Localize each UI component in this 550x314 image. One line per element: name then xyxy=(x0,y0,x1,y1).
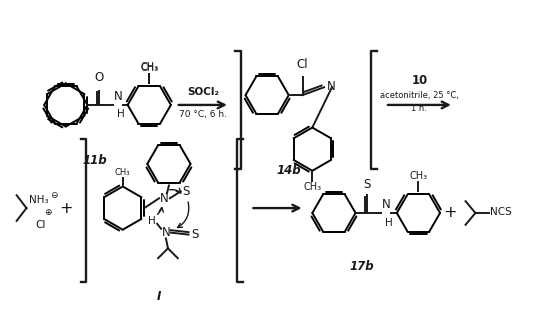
Text: ⊕: ⊕ xyxy=(45,208,52,217)
Text: 70 °C, 6 h.: 70 °C, 6 h. xyxy=(179,110,227,119)
Text: ⊖: ⊖ xyxy=(50,191,58,200)
Text: Cl: Cl xyxy=(35,220,46,230)
Text: N: N xyxy=(382,198,391,211)
Text: 14b: 14b xyxy=(277,164,301,177)
Text: N: N xyxy=(114,90,123,103)
Text: N: N xyxy=(162,226,170,239)
Text: I: I xyxy=(157,290,161,303)
Text: SOCl₂: SOCl₂ xyxy=(187,87,219,97)
Text: CH₃: CH₃ xyxy=(140,62,158,73)
Text: 10: 10 xyxy=(411,74,427,87)
Text: S: S xyxy=(182,185,189,198)
Text: Cl: Cl xyxy=(296,57,309,71)
Text: CH₃: CH₃ xyxy=(303,181,321,192)
Text: CH₃: CH₃ xyxy=(409,171,427,181)
Text: H: H xyxy=(117,109,125,119)
Text: S: S xyxy=(364,178,371,191)
Text: H: H xyxy=(148,216,156,226)
Text: 1 h.: 1 h. xyxy=(411,104,427,113)
Text: N: N xyxy=(160,192,168,205)
Text: +: + xyxy=(59,201,73,216)
Text: N: N xyxy=(327,80,336,93)
Text: H: H xyxy=(385,218,393,228)
Text: +: + xyxy=(443,205,456,220)
Text: 11b: 11b xyxy=(83,154,108,167)
Text: O: O xyxy=(95,71,104,84)
Text: NCS: NCS xyxy=(490,207,512,217)
Text: acetonitrile, 25 °C,: acetonitrile, 25 °C, xyxy=(380,91,459,100)
Text: 17b: 17b xyxy=(349,260,374,273)
Text: NH₃: NH₃ xyxy=(29,195,49,205)
Text: S: S xyxy=(191,228,199,241)
Text: CH₃: CH₃ xyxy=(140,62,158,72)
Text: CH₃: CH₃ xyxy=(115,168,130,177)
